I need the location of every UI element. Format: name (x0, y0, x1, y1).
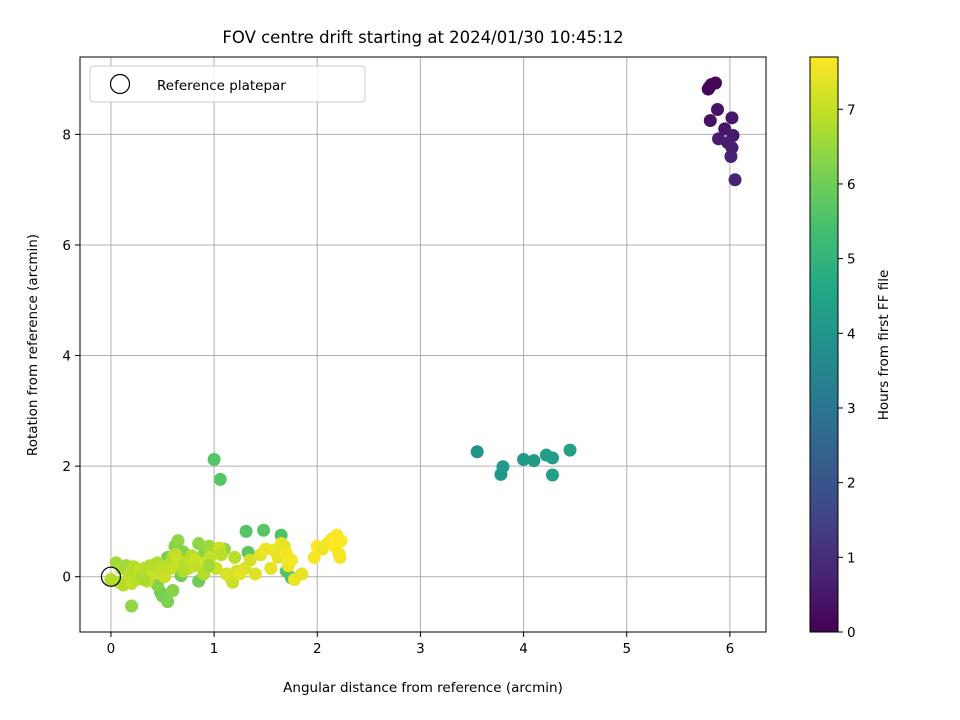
scatter-point (176, 564, 190, 578)
scatter-point (711, 103, 725, 117)
y-axis-ticks: 0 2 4 6 8 (62, 127, 80, 586)
colorbar-tick-label: 4 (847, 326, 856, 342)
scatter-point (213, 472, 227, 486)
reference-platepar-marker (100, 566, 122, 587)
scatter-point (202, 559, 216, 573)
colorbar-tick-label: 2 (847, 476, 856, 492)
scatter-point (563, 443, 577, 457)
scatter-point (248, 567, 262, 581)
y-tick-label: 2 (62, 459, 71, 475)
plot-frame (79, 56, 767, 633)
scatter-point (243, 553, 257, 567)
scatter-point (545, 451, 559, 465)
colorbar-gradient (809, 56, 839, 633)
colorbar-tick-label: 5 (847, 252, 856, 268)
scatter-point (171, 534, 185, 548)
scatter-point (527, 454, 541, 468)
x-tick-label: 6 (726, 641, 735, 657)
colorbar: 0 1 2 3 4 5 6 7 Hours from first FF file (809, 56, 892, 641)
scatter-point (264, 561, 278, 575)
grid-lines (80, 57, 766, 632)
scatter-points (104, 76, 742, 613)
colorbar-tick-label: 3 (847, 401, 856, 417)
scatter-point (725, 111, 739, 125)
scatter-point (125, 599, 139, 613)
x-tick-label: 3 (416, 641, 425, 657)
colorbar-tick-label: 1 (847, 550, 856, 566)
scatter-point (470, 445, 484, 459)
x-axis-ticks: 0 1 2 3 4 5 6 (107, 632, 735, 657)
scatter-point (192, 537, 206, 551)
colorbar-tick-label: 6 (847, 177, 856, 193)
colorbar-ticks: 0 1 2 3 4 5 6 7 (838, 102, 856, 641)
scatter-point (228, 550, 242, 564)
scatter-point (701, 82, 715, 96)
x-tick-label: 4 (519, 641, 528, 657)
scatter-point (703, 114, 717, 128)
y-tick-label: 0 (62, 570, 71, 586)
x-axis-label: Angular distance from reference (arcmin) (283, 680, 563, 696)
reference-marker (100, 566, 122, 587)
legend-label-reference: Reference platepar (157, 78, 286, 94)
legend: Reference platepar (89, 65, 366, 103)
colorbar-tick-label: 7 (847, 102, 856, 118)
scatter-point (334, 534, 348, 548)
scatter-point (257, 523, 271, 537)
scatter-point (161, 595, 175, 609)
x-tick-label: 1 (210, 641, 219, 657)
scatter-point (333, 550, 347, 564)
scatter-point (166, 584, 180, 598)
scatter-point (214, 548, 228, 562)
scatter-point (284, 553, 298, 567)
y-tick-label: 8 (62, 127, 71, 143)
scatter-point (545, 468, 559, 482)
y-axis-label: Rotation from reference (arcmin) (25, 234, 41, 456)
scatter-point (137, 572, 151, 586)
scatter-point (307, 550, 321, 564)
scatter-point (724, 150, 738, 164)
y-tick-label: 6 (62, 238, 71, 254)
scatter-point (295, 567, 309, 581)
scatter-point (517, 453, 531, 466)
scatter-point (496, 460, 510, 474)
chart-title: FOV centre drift starting at 2024/01/30 … (222, 28, 623, 47)
scatter-point (728, 173, 742, 187)
scatter-point (239, 524, 253, 538)
colorbar-label: Hours from first FF file (876, 270, 892, 421)
x-tick-label: 5 (622, 641, 631, 657)
x-tick-label: 2 (313, 641, 322, 657)
legend-box (89, 65, 366, 103)
y-tick-label: 4 (62, 349, 71, 365)
legend-open-circle-marker (109, 73, 131, 95)
scatter-point (207, 453, 221, 466)
x-tick-label: 0 (107, 641, 116, 657)
colorbar-tick-label: 0 (847, 625, 856, 641)
